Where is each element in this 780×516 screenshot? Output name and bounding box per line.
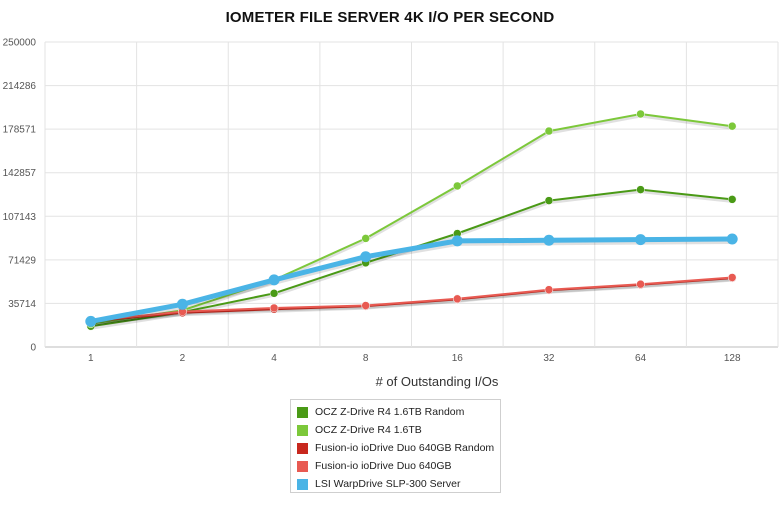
series-line — [89, 113, 734, 325]
legend-item: LSI WarpDrive SLP-300 Server — [297, 475, 500, 493]
data-point — [176, 298, 188, 310]
y-tick-label: 178571 — [3, 125, 37, 136]
data-point — [727, 195, 737, 204]
series-layer — [85, 109, 738, 331]
data-point — [544, 126, 554, 136]
data-point — [268, 274, 280, 286]
data-point — [726, 233, 738, 245]
data-point — [544, 196, 554, 205]
x-tick-label: 2 — [180, 353, 186, 364]
series-line — [89, 276, 734, 322]
data-point — [85, 315, 97, 327]
data-point — [269, 289, 279, 298]
y-tick-label: 71429 — [8, 255, 36, 266]
legend-item: OCZ Z-Drive R4 1.6TB — [297, 421, 500, 439]
x-tick-label: 32 — [543, 353, 555, 364]
y-tick-label: 0 — [30, 343, 36, 354]
y-tick-label: 35714 — [8, 299, 36, 310]
data-point — [635, 234, 647, 246]
legend-label: Fusion-io ioDrive Duo 640GB Random — [315, 442, 495, 454]
data-point — [453, 181, 462, 191]
data-point — [360, 251, 372, 263]
series-3 — [86, 273, 737, 326]
data-point — [453, 294, 462, 304]
data-point — [544, 285, 554, 294]
legend-label: LSI WarpDrive SLP-300 Server — [315, 478, 461, 490]
data-point — [361, 234, 370, 243]
series-line — [88, 236, 735, 324]
data-point — [636, 109, 645, 119]
x-tick-label: 1 — [88, 353, 94, 364]
y-tick-label: 214286 — [3, 81, 37, 92]
legend-label: OCZ Z-Drive R4 1.6TB — [315, 424, 422, 436]
legend: OCZ Z-Drive R4 1.6TB Random OCZ Z-Drive R… — [290, 399, 501, 493]
data-point — [636, 185, 645, 194]
x-tick-label: 4 — [271, 353, 277, 364]
legend-item: OCZ Z-Drive R4 1.6TB Random — [297, 403, 500, 421]
data-point — [451, 235, 463, 247]
chart-title: IOMETER FILE SERVER 4K I/O PER SECOND — [225, 9, 555, 26]
y-tick-label: 250000 — [3, 38, 37, 49]
series-4 — [85, 233, 738, 327]
legend-swatch — [297, 424, 308, 436]
series-line-shadow — [89, 114, 734, 328]
series-line-shadow — [89, 278, 734, 325]
x-tick-label: 64 — [635, 353, 647, 364]
data-point — [269, 303, 279, 313]
legend-label: Fusion-io ioDrive Duo 640GB — [315, 460, 452, 472]
data-point — [543, 234, 555, 246]
y-tick-label: 142857 — [3, 168, 37, 179]
legend-item: Fusion-io ioDrive Duo 640GB — [297, 457, 500, 475]
series-line-shadow — [89, 278, 734, 325]
data-point — [727, 121, 737, 131]
x-axis-ticks: 1 2 4 8 16 32 64 128 — [88, 353, 741, 364]
y-axis-ticks: 0 35714 71429 107143 142857 178571 214286 25000… — [3, 38, 37, 354]
legend-label: OCZ Z-Drive R4 1.6TB Random — [315, 406, 465, 418]
data-point — [361, 301, 370, 310]
line-chart: 0 35714 71429 107143 142857 178571 214286 25000… — [3, 38, 779, 389]
x-tick-label: 128 — [724, 353, 741, 364]
data-point — [636, 279, 645, 289]
x-tick-label: 8 — [363, 353, 369, 364]
legend-swatch — [297, 460, 308, 472]
x-axis-label: # of Outstanding I/Os — [376, 374, 499, 389]
legend-swatch — [297, 406, 308, 418]
legend-item: Fusion-io ioDrive Duo 640GB Random — [297, 439, 500, 457]
legend-swatch — [297, 442, 308, 454]
legend-swatch — [297, 478, 308, 490]
x-tick-label: 16 — [452, 353, 464, 364]
y-tick-label: 107143 — [3, 212, 37, 223]
data-point — [727, 273, 737, 282]
